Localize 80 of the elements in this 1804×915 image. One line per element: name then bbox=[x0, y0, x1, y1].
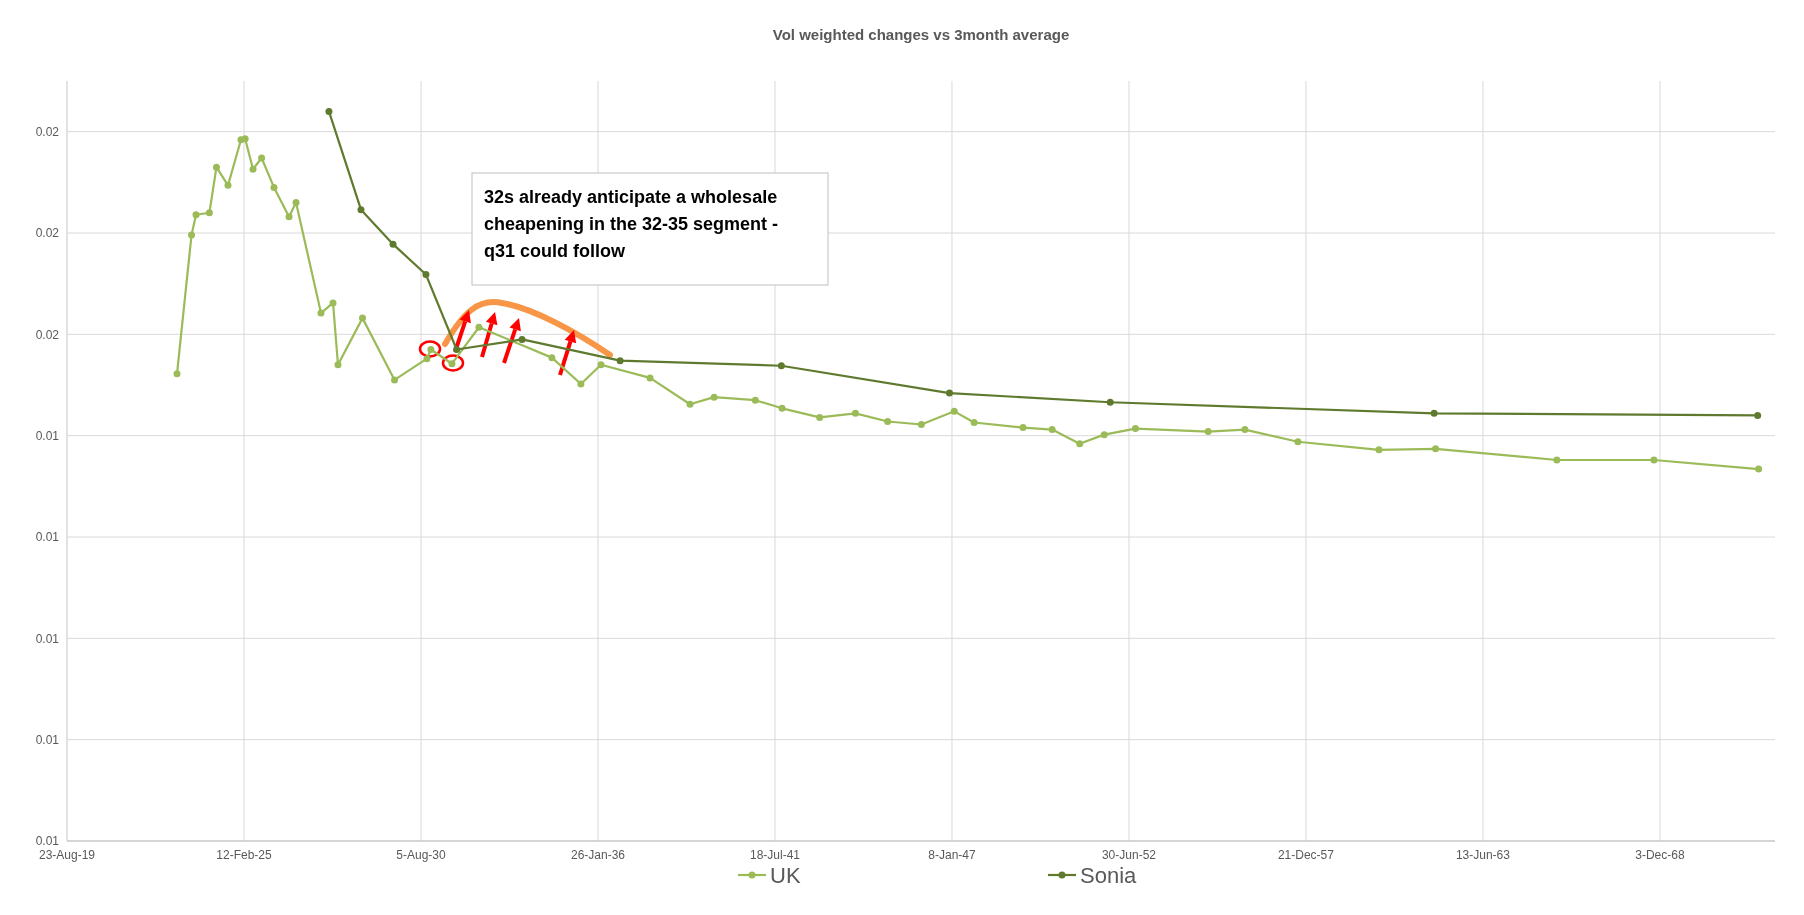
point bbox=[1754, 411, 1762, 419]
y-tick-label: 0.01 bbox=[35, 732, 60, 747]
point bbox=[317, 309, 325, 317]
point bbox=[1204, 428, 1212, 436]
point bbox=[292, 199, 300, 207]
point bbox=[423, 355, 431, 363]
x-tick-label: 12-Feb-25 bbox=[216, 848, 272, 862]
point bbox=[1048, 426, 1056, 434]
point bbox=[917, 421, 925, 429]
point bbox=[778, 404, 786, 412]
annotation: 32s already anticipate a wholesale cheapening in the 32-35 segment - q31 could follow bbox=[484, 187, 779, 261]
x-tick-label: 30-Jun-52 bbox=[1101, 848, 1157, 862]
point bbox=[1553, 456, 1561, 464]
x-tick-label: 21-Dec-57 bbox=[1277, 848, 1335, 862]
point bbox=[646, 374, 654, 382]
point bbox=[453, 346, 461, 354]
point bbox=[1375, 446, 1383, 454]
point bbox=[224, 181, 232, 189]
chart-title: Vol weighted changes vs 3month average bbox=[772, 26, 1070, 43]
point bbox=[1432, 445, 1440, 453]
y-tick-label: 0.02 bbox=[35, 226, 60, 241]
point bbox=[616, 357, 624, 365]
point bbox=[334, 361, 342, 369]
point bbox=[1100, 431, 1108, 439]
point bbox=[884, 417, 892, 425]
point bbox=[1430, 409, 1438, 417]
point bbox=[851, 409, 859, 417]
x-tick-label: 8-Jan-47 bbox=[928, 848, 976, 862]
point bbox=[710, 393, 718, 401]
point bbox=[249, 165, 257, 173]
x-tick-label: 18-Jul-41 bbox=[749, 848, 801, 862]
point bbox=[325, 107, 333, 115]
point bbox=[358, 314, 366, 322]
point bbox=[1076, 440, 1084, 448]
point bbox=[241, 135, 249, 143]
point bbox=[205, 209, 213, 217]
point bbox=[389, 240, 397, 248]
point bbox=[329, 299, 337, 307]
point bbox=[518, 335, 526, 343]
x-tick-label: 23-Aug-19 bbox=[38, 848, 96, 862]
point bbox=[946, 389, 953, 397]
point bbox=[1650, 456, 1658, 464]
y-tick-label: 0.01 bbox=[35, 428, 60, 443]
point bbox=[1131, 425, 1139, 433]
y-tick-label: 0.02 bbox=[35, 124, 60, 139]
point bbox=[173, 370, 181, 378]
point bbox=[1755, 465, 1763, 473]
point bbox=[686, 400, 694, 408]
point bbox=[751, 396, 759, 404]
y-tick-label: 0.01 bbox=[35, 530, 60, 545]
point bbox=[577, 380, 585, 388]
point bbox=[1106, 398, 1114, 406]
point bbox=[1019, 424, 1027, 432]
point bbox=[777, 362, 785, 370]
point bbox=[475, 323, 483, 331]
point bbox=[597, 361, 605, 369]
point bbox=[357, 206, 365, 214]
point bbox=[192, 211, 200, 219]
point bbox=[422, 271, 430, 279]
y-tick-label: 0.01 bbox=[35, 631, 60, 646]
x-tick-label: 3-Dec-68 bbox=[1635, 848, 1685, 862]
x-tick-label: 13-Jun-63 bbox=[1455, 848, 1511, 862]
point bbox=[1294, 438, 1302, 446]
point bbox=[270, 183, 278, 191]
point bbox=[391, 376, 399, 384]
x-tick-label: 5-Aug-30 bbox=[396, 848, 446, 862]
y-tick-label: 0.01 bbox=[35, 834, 60, 849]
point bbox=[258, 154, 266, 162]
y-tick-label: 0.02 bbox=[35, 327, 60, 342]
point bbox=[970, 418, 978, 426]
point bbox=[285, 213, 293, 221]
point bbox=[212, 163, 220, 171]
point bbox=[548, 354, 556, 362]
x-tick-label: 26-Jan-36 bbox=[570, 848, 626, 862]
point bbox=[816, 413, 824, 421]
legend-label: UK bbox=[770, 862, 801, 888]
point bbox=[950, 407, 958, 415]
point bbox=[1241, 426, 1249, 434]
legend-label: Sonia bbox=[1080, 862, 1138, 888]
point bbox=[188, 231, 196, 239]
